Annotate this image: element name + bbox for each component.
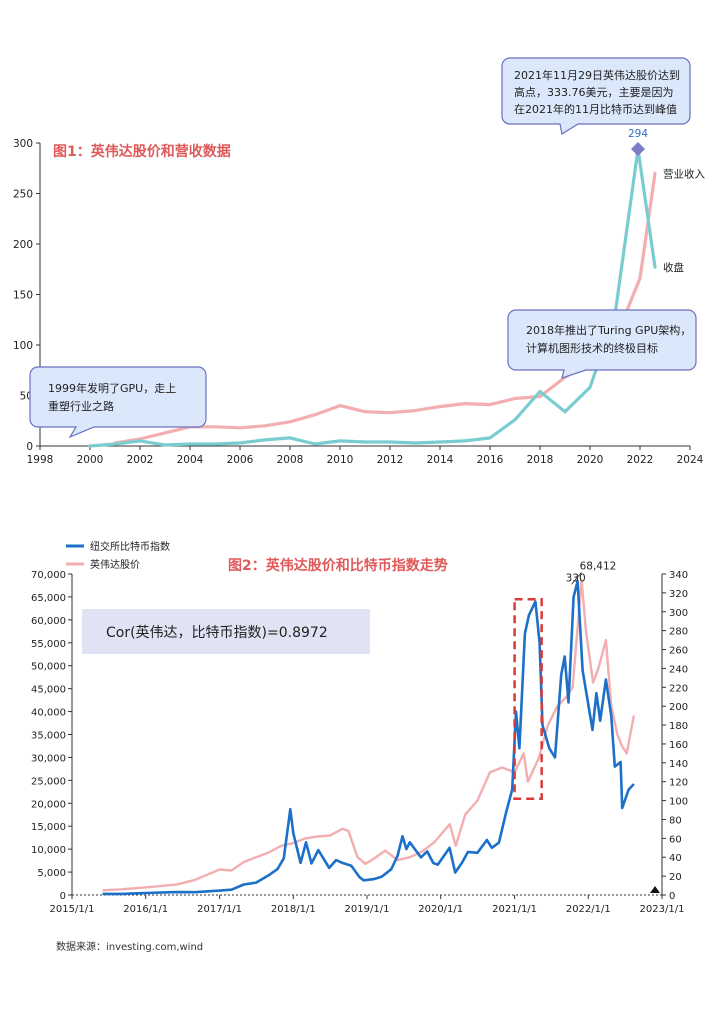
chart2-right-tick-label: 100 — [669, 797, 688, 808]
chart2-x-tick-label: 2022/1/1 — [566, 904, 611, 915]
chart1-title: 图1：英伟达股价和营收数据 — [53, 143, 231, 160]
chart2-x-tick-label: 2023/1/1 — [640, 904, 685, 915]
chart2-left-tick-label: 20,000 — [31, 799, 66, 810]
chart2-left-tick-label: 15,000 — [31, 822, 66, 833]
chart1-y-tick-label: 0 — [26, 441, 33, 453]
series-label-close: 收盘 — [663, 261, 684, 274]
chart2-x-tick-label: 2015/1/1 — [50, 904, 95, 915]
chart2-left-tick-label: 0 — [60, 891, 66, 902]
chart2-left-tick-label: 55,000 — [31, 639, 66, 650]
series-label-revenue: 营业收入 — [663, 167, 705, 180]
peak-diamond-marker — [631, 142, 645, 157]
chart1-x-tick-label: 2018 — [527, 454, 554, 466]
chart1-x-tick-label: 2002 — [127, 454, 154, 466]
chart1-x-tick-label: 2000 — [77, 454, 104, 466]
chart1-y-tick-label: 100 — [13, 340, 33, 352]
chart2-axes: 0 5,000 10,000 15,000 20,000 25,000 30,000 35,0… — [31, 570, 688, 915]
chart2-right-tick-label: 140 — [669, 759, 688, 770]
chart2-right-tick-label: 300 — [669, 608, 688, 619]
chart2-right-tick-label: 40 — [669, 853, 682, 864]
callout3-line1: 2021年11月29日英伟达股价达到 — [514, 68, 680, 82]
chart2-left-tick-label: 10,000 — [31, 845, 66, 856]
chart2-left-tick-label: 40,000 — [31, 708, 66, 719]
chart1-x-tick-label: 1998 — [27, 454, 54, 466]
chart1-y-tick-label: 300 — [13, 138, 33, 150]
chart2-left-tick-label: 45,000 — [31, 685, 66, 696]
chart2-right-tick-label: 180 — [669, 721, 688, 732]
chart2-left-tick-label: 30,000 — [31, 753, 66, 764]
btc-peak-leader — [571, 572, 582, 585]
nvda-peak-label: 330 — [566, 572, 586, 584]
legend-label-nvda: 英伟达股价 — [90, 558, 140, 571]
chart1-series-line-close — [88, 147, 657, 448]
callout-peak-2021: 2021年11月29日英伟达股价达到 高点，333.76美元，主要是因为 在20… — [501, 57, 691, 135]
chart2-right-tick-label: 200 — [669, 702, 688, 713]
chart2-right-tick-label: 320 — [669, 589, 688, 600]
chart2-left-tick-label: 70,000 — [31, 570, 66, 581]
chart2-right-tick-label: 20 — [669, 872, 682, 883]
highlight-dashed-box — [513, 597, 543, 800]
peak-value-label: 294 — [628, 128, 648, 140]
chart1-x-tick-label: 2016 — [477, 454, 504, 466]
correlation-annotation: Cor(英伟达，比特币指数)=0.8972 — [82, 609, 370, 654]
chart2-right-tick-label: 240 — [669, 664, 688, 675]
correlation-box — [82, 609, 370, 654]
callout-turing: 2018年推出了Turing GPU架构， 计算机图形技术的终极目标 — [507, 309, 697, 379]
chart2-left-tick-label: 65,000 — [31, 593, 66, 604]
chart2-x-tick-label: 2019/1/1 — [345, 904, 390, 915]
callout3-line3: 在2021年的11月比特币达到峰值 — [514, 102, 677, 116]
callout2-line1: 2018年推出了Turing GPU架构， — [526, 323, 691, 337]
chart2-left-tick-label: 25,000 — [31, 776, 66, 787]
chart1-y-tick-label: 250 — [13, 189, 33, 201]
chart2-right-tick-label: 120 — [669, 778, 688, 789]
chart1-x-tick-label: 2014 — [427, 454, 454, 466]
chart2-right-tick-label: 160 — [669, 740, 688, 751]
chart1-y-tick-label: 200 — [13, 239, 33, 251]
chart2-right-tick-label: 60 — [669, 834, 682, 845]
chart2-axis-end-marker — [650, 886, 660, 893]
chart-2: 0 5,000 10,000 15,000 20,000 25,000 30,000 35,0… — [31, 540, 688, 915]
chart1-y-tick-label: 150 — [13, 290, 33, 302]
callout1-line1: 1999年发明了GPU，走上 — [48, 381, 176, 395]
chart1-x-tick-label: 2022 — [627, 454, 654, 466]
callout2-line2: 计算机图形技术的终极目标 — [526, 341, 658, 355]
chart2-x-tick-label: 2020/1/1 — [418, 904, 463, 915]
callout-gpu-invention: 1999年发明了GPU，走上 重塑行业之路 — [29, 366, 207, 439]
callout1-line2: 重塑行业之路 — [48, 399, 114, 413]
chart1-x-tick-label: 2020 — [577, 454, 604, 466]
chart2-left-tick-label: 35,000 — [31, 731, 66, 742]
chart2-right-tick-label: 0 — [669, 891, 675, 902]
chart1-x-tick-label: 2004 — [177, 454, 204, 466]
chart2-legend: 纽交所比特币指数 英伟达股价 — [66, 540, 170, 571]
chart1-x-tick-label: 2010 — [327, 454, 354, 466]
chart2-title: 图2：英伟达股价和比特币指数走势 — [228, 557, 448, 574]
chart1-x-tick-label: 2024 — [677, 454, 704, 466]
chart2-x-tick-label: 2016/1/1 — [123, 904, 168, 915]
chart1-x-tick-label: 2008 — [277, 454, 304, 466]
chart2-right-tick-label: 220 — [669, 683, 688, 694]
chart2-x-tick-label: 2017/1/1 — [197, 904, 242, 915]
chart2-right-tick-label: 280 — [669, 627, 688, 638]
chart2-right-tick-label: 340 — [669, 570, 688, 581]
nvda-price-line — [102, 578, 636, 892]
chart2-x-tick-label: 2021/1/1 — [492, 904, 537, 915]
chart2-x-tick-label: 2018/1/1 — [271, 904, 316, 915]
chart2-right-tick-label: 80 — [669, 815, 682, 826]
btc-peak-label: 68,412 — [580, 560, 617, 572]
source-note: 数据来源：investing.com,wind — [56, 940, 203, 953]
chart1-x-tick-label: 2012 — [377, 454, 404, 466]
chart2-left-tick-label: 50,000 — [31, 662, 66, 673]
chart2-lines — [102, 578, 636, 896]
chart1-x-tick-label: 2006 — [227, 454, 254, 466]
callout3-line2: 高点，333.76美元，主要是因为 — [514, 85, 674, 99]
legend-label-btc: 纽交所比特币指数 — [90, 540, 170, 553]
btc-index-line — [102, 580, 635, 896]
chart2-left-tick-label: 5,000 — [37, 868, 66, 879]
chart2-right-tick-label: 260 — [669, 646, 688, 657]
correlation-text: Cor(英伟达，比特币指数)=0.8972 — [106, 624, 328, 641]
chart2-left-tick-label: 60,000 — [31, 616, 66, 627]
